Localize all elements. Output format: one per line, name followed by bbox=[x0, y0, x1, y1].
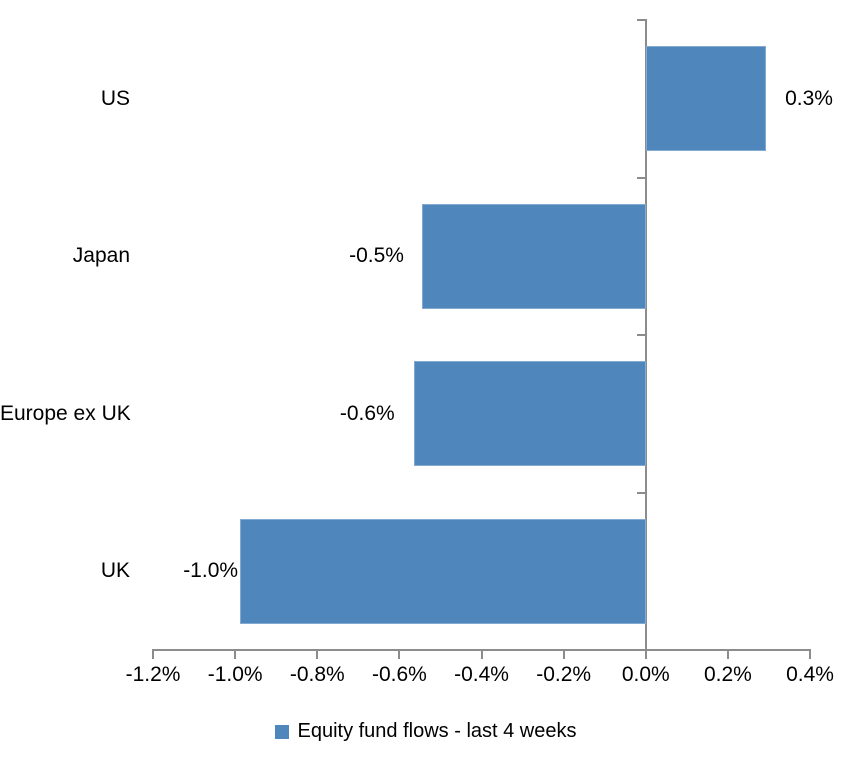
legend: Equity fund flows - last 4 weeks bbox=[0, 720, 852, 743]
x-axis-tick bbox=[480, 649, 483, 659]
legend-marker-icon bbox=[275, 724, 290, 739]
x-axis-tick-label: -1.2% bbox=[125, 663, 181, 686]
x-axis-tick bbox=[316, 649, 319, 659]
category-label: US bbox=[100, 86, 130, 110]
category-label: Europe ex UK bbox=[0, 401, 131, 425]
x-axis-tick bbox=[398, 649, 401, 659]
x-axis-tick-label: 0.0% bbox=[621, 663, 670, 686]
data-label: 0.3% bbox=[785, 86, 833, 110]
category-label: UK bbox=[100, 559, 130, 583]
x-axis-tick bbox=[562, 649, 565, 659]
x-axis-tick bbox=[809, 649, 811, 659]
bar-europe-ex-uk bbox=[413, 361, 646, 467]
data-label: -0.5% bbox=[349, 244, 404, 268]
x-axis-tick-label: -0.8% bbox=[289, 663, 345, 686]
data-label: -0.6% bbox=[339, 401, 395, 425]
x-axis-tick-label: -0.6% bbox=[371, 663, 427, 686]
x-axis-tick-label: -0.4% bbox=[454, 663, 509, 686]
x-axis-tick bbox=[234, 649, 237, 659]
data-label: -1.0% bbox=[183, 559, 239, 583]
x-axis-tick bbox=[726, 649, 729, 659]
category-label: Japan bbox=[72, 244, 130, 268]
category-axis-tick bbox=[636, 19, 647, 21]
x-axis-tick-label: -1.0% bbox=[207, 663, 263, 686]
x-axis-tick-label: 0.4% bbox=[786, 663, 834, 686]
bar-japan bbox=[421, 203, 646, 309]
category-axis-tick bbox=[636, 649, 647, 651]
legend-label: Equity fund flows - last 4 weeks bbox=[297, 720, 577, 742]
bar-us bbox=[645, 46, 767, 152]
x-axis-tick bbox=[644, 649, 647, 659]
bar-uk bbox=[240, 518, 646, 624]
category-axis-tick bbox=[636, 491, 647, 494]
category-axis-tick bbox=[636, 176, 647, 179]
category-axis-tick bbox=[636, 334, 647, 336]
x-axis-tick-label: 0.2% bbox=[703, 663, 752, 686]
x-axis-tick-label: -0.2% bbox=[536, 663, 592, 686]
x-axis-tick bbox=[152, 649, 154, 659]
